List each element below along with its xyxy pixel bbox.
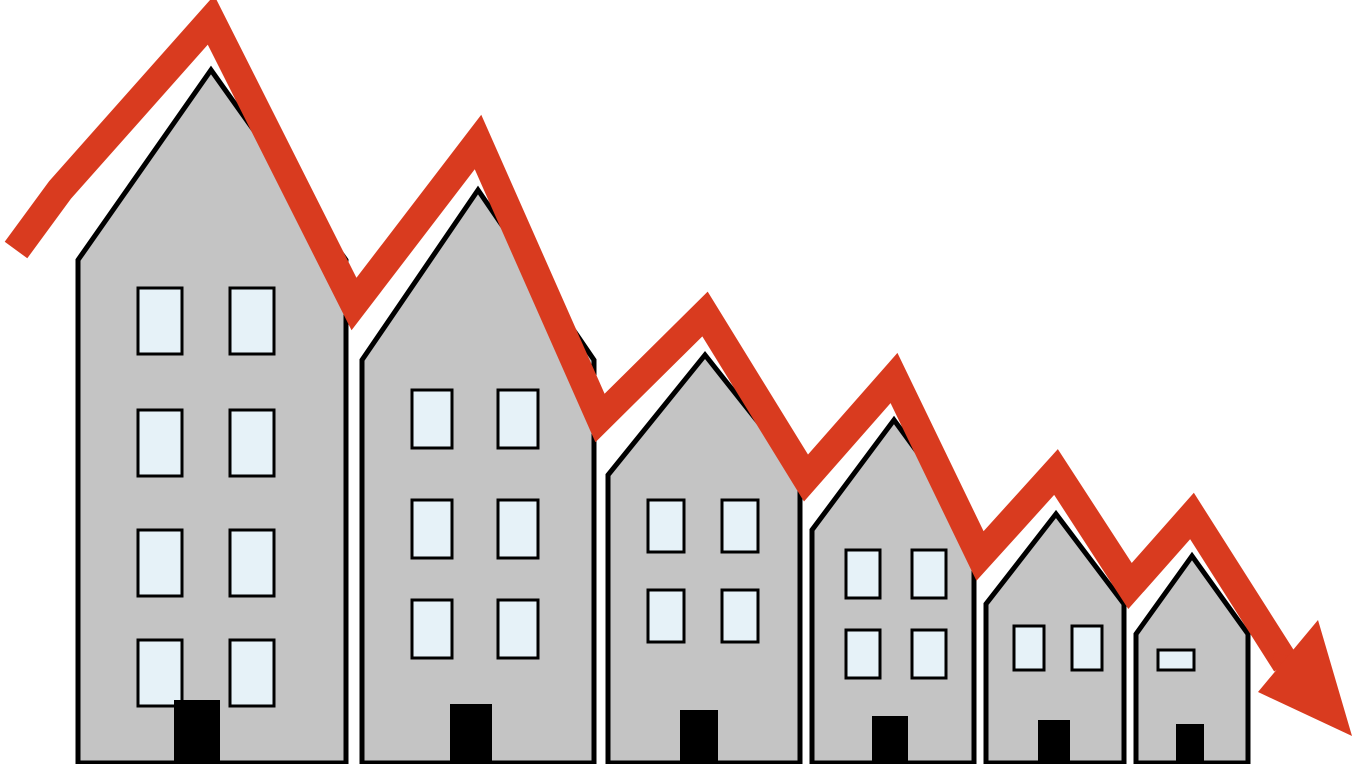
window-icon [138,530,182,596]
window-icon [412,600,452,658]
window-icon [230,530,274,596]
door-icon [872,716,908,762]
window-icon [846,630,880,678]
window-icon [230,288,274,354]
building-shape [362,190,594,763]
window-icon [412,500,452,558]
building-shape [78,70,346,763]
building-1 [78,70,346,763]
window-icon [230,410,274,476]
window-icon [138,410,182,476]
building-2 [362,190,594,763]
window-icon [846,550,880,598]
window-icon [648,590,684,642]
window-icon [1072,626,1102,670]
door-icon [1176,724,1204,762]
window-icon [138,288,182,354]
window-icon [912,550,946,598]
window-icon [230,640,274,706]
door-icon [1038,720,1070,762]
window-icon [722,500,758,552]
window-icon [498,500,538,558]
housing-decline-infographic [0,0,1368,764]
window-icon [498,600,538,658]
window-icon [648,500,684,552]
window-icon [138,640,182,706]
window-icon [412,390,452,448]
door-icon [450,704,492,762]
door-icon [680,710,718,762]
window-icon [498,390,538,448]
window-icon [1158,650,1194,670]
window-icon [722,590,758,642]
window-icon [1014,626,1044,670]
window-icon [912,630,946,678]
door-icon [174,700,220,762]
